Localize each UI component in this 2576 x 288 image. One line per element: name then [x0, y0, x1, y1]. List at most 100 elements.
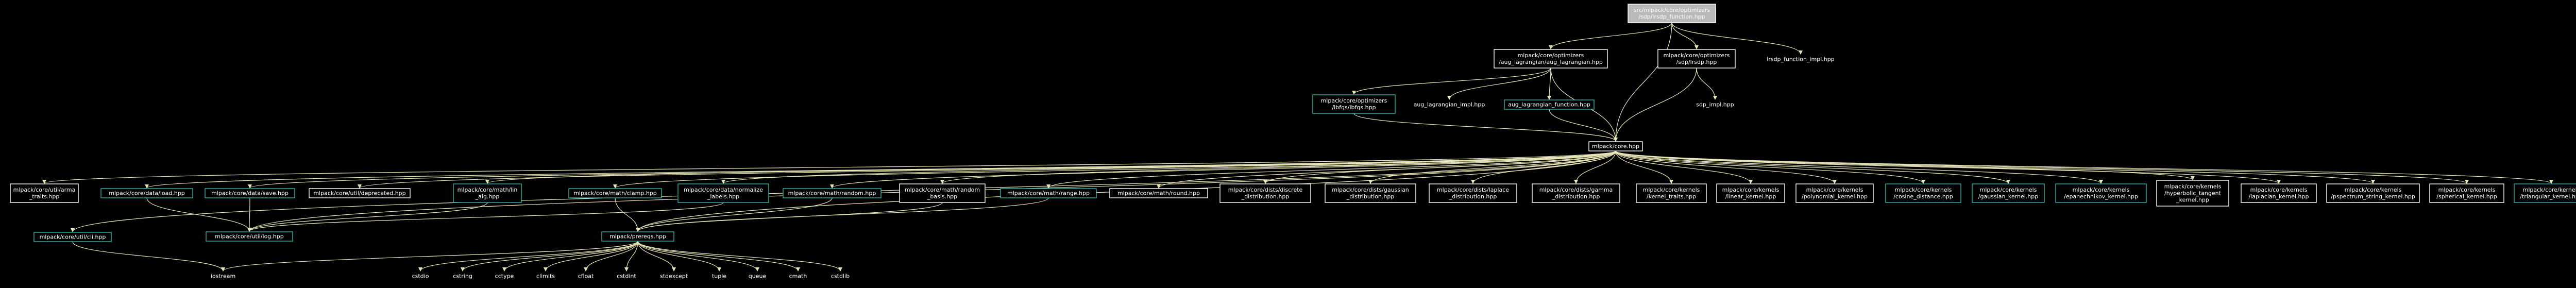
- node-label-cctype-line-0: cctype: [495, 273, 514, 280]
- node-prereqs[interactable]: mlpack/prereqs.hpp: [601, 231, 674, 242]
- node-box-lrsdp: [1657, 49, 1736, 69]
- edge-prereqs-to-cstdio: [418, 241, 638, 272]
- node-box-round: [1109, 188, 1208, 198]
- node-box-stdexcept: [656, 272, 691, 281]
- node-box-random_basis: [899, 183, 986, 203]
- node-box-cfloat: [573, 272, 599, 281]
- node-label-auglag_func-line-0: aug_lagrangian_function.hpp: [1508, 101, 1590, 108]
- node-queue: queue: [745, 272, 770, 281]
- edge-auglag-to-lbfgs: [1352, 67, 1551, 95]
- node-label-triangular-line-1: /triangular_kernel.hpp: [2520, 193, 2576, 200]
- edge-clamp-to-prereqs: [615, 197, 640, 232]
- edge-root-to-lrsdp: [1671, 22, 1699, 49]
- node-box-cstdlib: [826, 272, 854, 281]
- node-box-lap_kernel: [2241, 183, 2317, 203]
- node-label-auglag-line-0: mlpack/core/optimizers: [1518, 52, 1584, 59]
- node-label-auglag_impl-line-0: aug_lagrangian_impl.hpp: [1414, 101, 1485, 108]
- node-range[interactable]: mlpack/core/math/range.hpp: [1000, 188, 1097, 198]
- node-auglag: mlpack/core/optimizers/aug_lagrangian/au…: [1494, 49, 1608, 69]
- node-label-lap_kernel-line-1: /laplacian_kernel.hpp: [2249, 193, 2309, 200]
- node-random_basis: mlpack/core/math/random_basis.hpp: [899, 183, 986, 203]
- node-label-log-line-0: mlpack/core/util/log.hpp: [215, 233, 283, 240]
- node-box-random: [783, 188, 882, 198]
- node-label-gamma-line-1: _distribution.hpp: [1552, 193, 1600, 200]
- node-cstring: cstring: [448, 272, 477, 281]
- edge-auglag-to-auglag_impl: [1447, 67, 1551, 100]
- node-label-laplace-line-0: mlpack/core/dists/laplace: [1437, 187, 1509, 193]
- node-label-cstdint-line-0: cstdint: [617, 273, 636, 280]
- node-label-load-line-0: mlpack/core/data/load.hpp: [109, 190, 185, 197]
- node-clamp[interactable]: mlpack/core/math/clamp.hpp: [568, 188, 662, 198]
- node-label-prereqs-line-0: mlpack/prereqs.hpp: [609, 233, 666, 240]
- node-label-poly_kernel-line-1: /polynomial_kernel.hpp: [1802, 193, 1868, 200]
- node-label-discrete-line-1: _distribution.hpp: [1241, 193, 1290, 200]
- edge-core-to-normalize: [721, 150, 1616, 184]
- node-lap_kernel: mlpack/core/kernels/laplacian_kernel.hpp: [2241, 183, 2317, 203]
- node-box-cstring: [448, 272, 477, 281]
- node-box-cctype: [490, 272, 518, 281]
- edge-prereqs-to-cstdint: [624, 241, 638, 272]
- node-label-random-line-0: mlpack/core/math/random.hpp: [788, 190, 876, 197]
- node-box-laplace: [1429, 183, 1517, 203]
- edge-core-to-discrete: [1263, 150, 1616, 184]
- node-label-cli-line-0: mlpack/core/util/cli.hpp: [40, 234, 106, 241]
- edge-core-to-range: [1046, 150, 1616, 189]
- node-label-lbfgs-line-1: /lbfgs/lbfgs.hpp: [1332, 104, 1376, 111]
- node-label-lap_kernel-line-0: mlpack/core/kernels: [2250, 187, 2308, 193]
- node-box-tuple: [708, 272, 731, 281]
- node-label-cstdlib-line-0: cstdlib: [831, 273, 850, 280]
- node-label-lrsdp-line-1: /sdp/lrsdp.hpp: [1676, 59, 1717, 65]
- edge-core-to-deprecated: [358, 150, 1616, 189]
- node-load[interactable]: mlpack/core/data/load.hpp: [100, 188, 193, 198]
- node-triangular[interactable]: mlpack/core/kernels/triangular_kernel.hp…: [2514, 183, 2576, 203]
- edge-core-to-gauss_kernel: [1615, 150, 2010, 184]
- node-poly_kernel: mlpack/core/kernels/polynomial_kernel.hp…: [1795, 183, 1874, 203]
- edge-root-to-lrsdp_impl: [1671, 22, 1803, 55]
- edge-core-to-gamma: [1574, 150, 1616, 184]
- node-label-gaussian-line-0: mlpack/core/dists/gaussian: [1332, 187, 1409, 193]
- node-label-lin_alg-line-0: mlpack/core/math/lin: [457, 187, 518, 193]
- node-label-gauss_kernel-line-1: /gaussian_kernel.hpp: [1978, 193, 2038, 200]
- node-climits: climits: [532, 272, 560, 281]
- edge-lin_alg-to-log: [247, 202, 488, 232]
- node-label-range-line-0: mlpack/core/math/range.hpp: [1007, 190, 1090, 197]
- node-arma_traits: mlpack/core/util/arma_traits.hpp: [10, 183, 79, 203]
- node-cfloat: cfloat: [573, 272, 599, 281]
- node-box-auglag_impl: [1411, 100, 1488, 109]
- node-box-gaussian: [1325, 183, 1416, 203]
- node-spherical: mlpack/core/kernels/spherical_kernel.hpp: [2429, 183, 2504, 203]
- node-label-epan-line-0: mlpack/core/kernels: [2073, 187, 2130, 193]
- node-box-queue: [745, 272, 770, 281]
- node-round: mlpack/core/math/round.hpp: [1109, 188, 1208, 198]
- node-deprecated: mlpack/core/util/deprecated.hpp: [309, 188, 411, 198]
- node-epan[interactable]: mlpack/core/kernels/epanechnikov_kernel.…: [2055, 183, 2147, 203]
- edge-save-to-log: [247, 197, 252, 232]
- node-auglag_func[interactable]: aug_lagrangian_function.hpp: [1504, 99, 1595, 110]
- node-random[interactable]: mlpack/core/math/random.hpp: [783, 188, 882, 198]
- node-label-round-line-0: mlpack/core/math/round.hpp: [1117, 190, 1200, 197]
- node-label-triangular-line-0: mlpack/core/kernels: [2523, 187, 2576, 193]
- node-label-lbfgs-line-0: mlpack/core/optimizers: [1321, 97, 1387, 104]
- edge-lbfgs-to-core: [1353, 113, 1618, 142]
- edge-core-to-arma_traits: [42, 150, 1616, 184]
- node-box-hyper: [2156, 180, 2229, 207]
- node-cli[interactable]: mlpack/core/util/cli.hpp: [33, 232, 112, 242]
- node-label-normalize-line-1: _labels.hpp: [707, 193, 739, 200]
- node-box-kernel_traits: [1636, 183, 1707, 203]
- node-lbfgs[interactable]: mlpack/core/optimizers/lbfgs/lbfgs.hpp: [1312, 94, 1396, 114]
- node-label-hyper-line-1: /hyperbolic_tangent: [2164, 190, 2222, 197]
- node-normalize[interactable]: mlpack/core/data/normalize_labels.hpp: [677, 183, 769, 203]
- node-label-linear_kernel-line-0: mlpack/core/kernels: [1722, 187, 1780, 193]
- edge-prereqs-to-cstdlib: [637, 241, 842, 272]
- node-box-lbfgs: [1312, 94, 1396, 114]
- node-label-clamp-line-0: mlpack/core/math/clamp.hpp: [573, 190, 657, 197]
- node-label-cosine-line-1: /cosine_distance.hpp: [1893, 193, 1953, 200]
- node-label-root-line-1: /sdp/lrsdp_function.hpp: [1638, 13, 1705, 20]
- node-gauss_kernel[interactable]: mlpack/core/kernels/gaussian_kernel.hpp: [1972, 183, 2045, 203]
- node-cosine[interactable]: mlpack/core/kernels/cosine_distance.hpp: [1885, 183, 1961, 203]
- edge-prereqs-to-cmath: [637, 241, 800, 272]
- node-save[interactable]: mlpack/core/data/save.hpp: [205, 188, 295, 198]
- node-lin_alg[interactable]: mlpack/core/math/lin_alg.hpp: [453, 183, 522, 203]
- node-log[interactable]: mlpack/core/util/log.hpp: [206, 231, 293, 242]
- edge-prereqs-to-tuple: [637, 241, 721, 272]
